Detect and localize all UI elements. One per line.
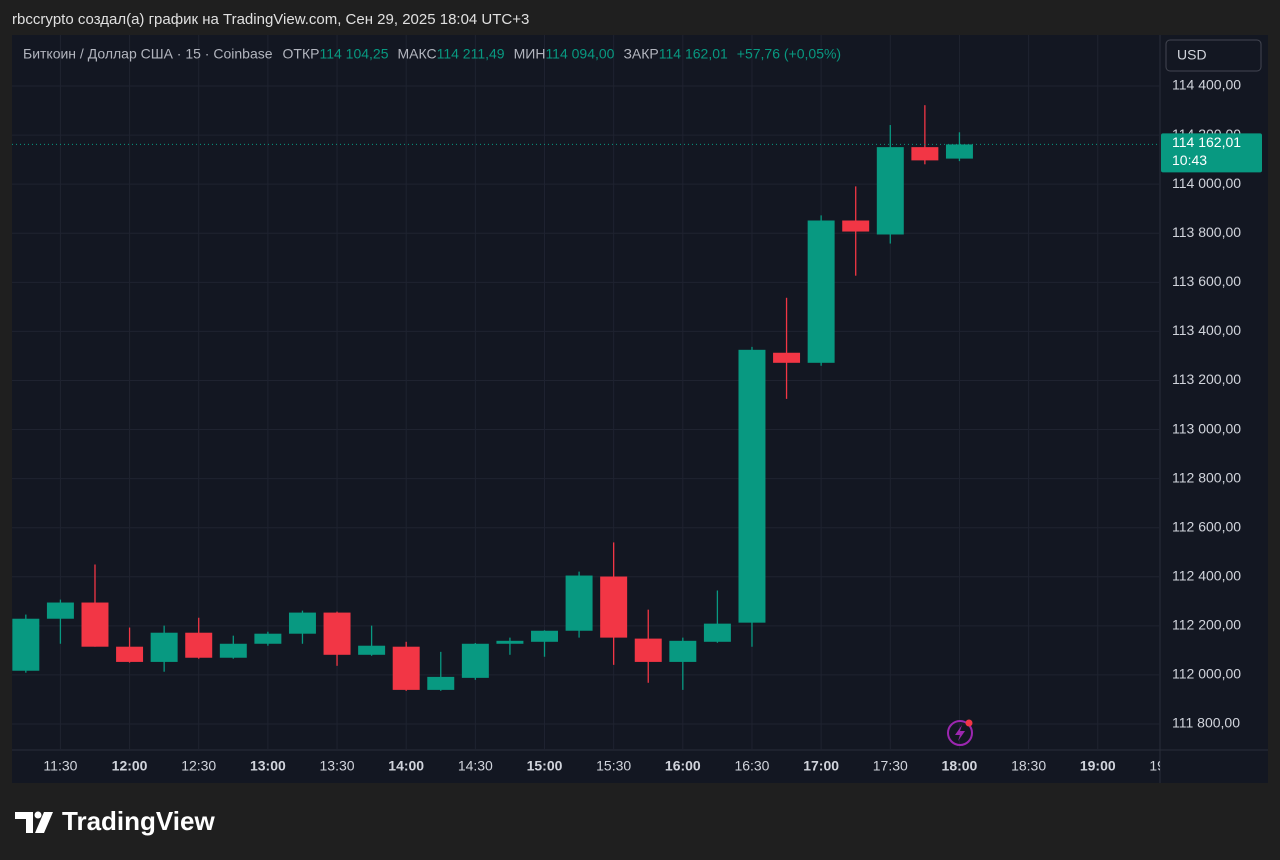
ohlc-name: МИН: [514, 46, 546, 62]
grid: [12, 35, 1160, 750]
x-tick-label: 15:00: [527, 758, 563, 774]
y-tick-label: 111 800,00: [1172, 715, 1240, 731]
x-tick-label: 13:00: [250, 758, 286, 774]
candle-body: [427, 676, 455, 690]
x-tick-label: 12:00: [112, 758, 148, 774]
x-tick-label: 19:00: [1080, 758, 1116, 774]
x-tick-label: 17:00: [803, 758, 839, 774]
y-tick-label: 114 000,00: [1172, 175, 1241, 191]
x-tick-label: 14:00: [388, 758, 424, 774]
candle-body: [81, 602, 109, 647]
ohlc-name: МАКС: [397, 46, 436, 62]
candle-body: [531, 630, 558, 642]
y-tick-label: 112 000,00: [1172, 666, 1241, 682]
y-tick-label: 113 000,00: [1172, 420, 1241, 436]
ohlc-value: 114 094,00: [545, 46, 614, 62]
countdown: 10:43: [1172, 152, 1207, 168]
candle-body: [738, 349, 766, 623]
candle-body: [219, 643, 247, 658]
x-tick-label: 18:30: [1011, 758, 1046, 774]
candle-body: [634, 638, 662, 662]
x-tick-label: 14:30: [458, 758, 493, 774]
lightning-icon: [947, 719, 973, 746]
candles: [12, 105, 973, 691]
y-tick-label: 113 600,00: [1172, 273, 1241, 289]
candle-body: [461, 643, 489, 678]
x-tick-label: 19:30: [1149, 758, 1184, 774]
candle-body: [288, 612, 316, 634]
candle-body: [703, 623, 731, 642]
x-tick-label: 16:00: [665, 758, 701, 774]
x-tick-label: 18:00: [942, 758, 978, 774]
brand-logo: TradingView: [15, 806, 215, 836]
x-tick-label: 15:30: [596, 758, 631, 774]
candle-body: [876, 147, 904, 235]
x-tick-label: 17:30: [873, 758, 908, 774]
candle-body: [600, 576, 628, 638]
change: +57,76 (+0,05%): [737, 46, 841, 62]
y-tick-label: 112 800,00: [1172, 469, 1241, 485]
candle-body: [496, 640, 524, 644]
ohlc-value: 114 211,49: [437, 46, 505, 62]
symbol-title: Биткоин / Доллар США · 15 · Coinbase: [23, 46, 273, 62]
candle-body: [46, 602, 74, 619]
candle-body: [12, 618, 40, 671]
time-axis: 11:30 12:00 12:30 13:00 13:30 14:00 14:30 15:00…: [43, 758, 1184, 774]
candle-body: [773, 352, 801, 363]
last-price-label: 114 162,01: [1172, 134, 1241, 150]
candle-body: [116, 646, 144, 662]
x-tick-label: 12:30: [181, 758, 216, 774]
x-tick-label: 16:30: [734, 758, 769, 774]
y-tick-label: 113 800,00: [1172, 224, 1241, 240]
candle-body: [254, 633, 282, 644]
price-axis: 111 800,00 112 000,00 112 200,00 112 400,00…: [1172, 77, 1241, 731]
candle-body: [392, 646, 420, 690]
brand: TradingView: [62, 806, 215, 836]
ohlc-value: 114 162,01: [659, 46, 728, 62]
y-tick-label: 113 400,00: [1172, 322, 1241, 338]
y-tick-label: 112 400,00: [1172, 567, 1241, 583]
currency: USD: [1177, 47, 1207, 63]
candle-body: [669, 640, 697, 662]
y-tick-label: 113 200,00: [1172, 371, 1241, 387]
ohlc-name: ЗАКР: [623, 46, 658, 62]
candle-body: [911, 147, 939, 161]
last-price-tag: [1161, 133, 1262, 173]
y-tick-label: 114 400,00: [1172, 77, 1241, 93]
candle-body: [358, 645, 386, 655]
candle-body: [945, 144, 973, 159]
candle-body: [842, 220, 870, 232]
candle-body: [185, 632, 213, 658]
legend: Биткоин / Доллар США · 15 · Coinbase ОТКР…: [23, 46, 841, 62]
ohlc-value: 114 104,25: [319, 46, 388, 62]
ohlc-name: ОТКР: [283, 46, 320, 62]
candle-body: [323, 612, 351, 655]
byline: rbccrypto создал(а) график на TradingVie…: [12, 11, 529, 28]
candle-body: [807, 220, 835, 363]
y-tick-label: 112 600,00: [1172, 518, 1241, 534]
chart-panel: [12, 35, 1268, 783]
y-tick-label: 112 200,00: [1172, 617, 1241, 633]
candle-body: [565, 575, 593, 631]
x-tick-label: 13:30: [320, 758, 355, 774]
currency-button[interactable]: [1165, 39, 1262, 72]
candle-body: [150, 632, 178, 662]
x-tick-label: 11:30: [43, 758, 77, 774]
